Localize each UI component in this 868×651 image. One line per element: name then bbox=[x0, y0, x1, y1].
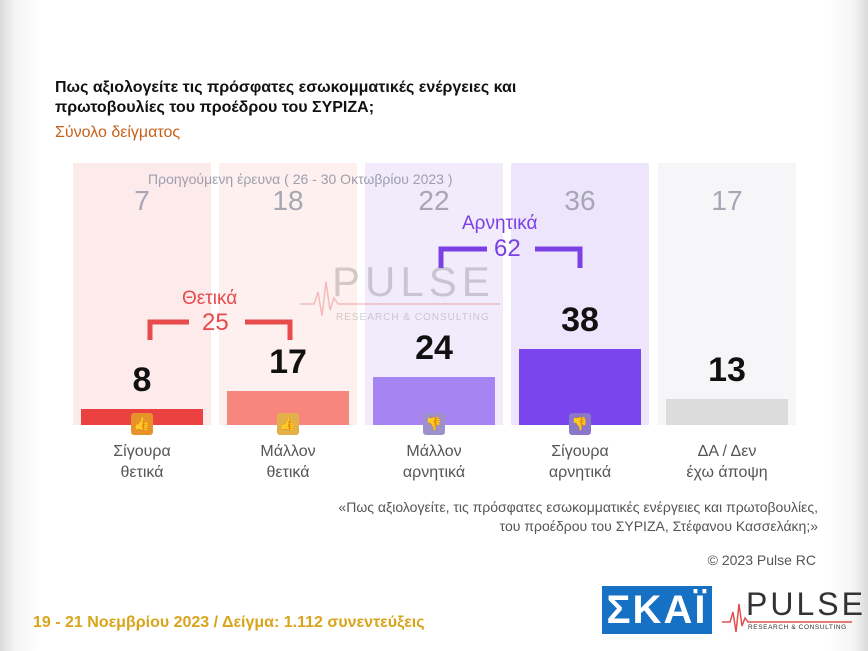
category-label: Σίγουρα αρνητικά bbox=[511, 441, 649, 483]
skai-logo: ΣΚΑΪ bbox=[602, 586, 712, 634]
previous-survey-caption: Προηγούμενη έρευνα ( 26 - 30 Οκτωβρίου 2… bbox=[148, 171, 453, 187]
thumbs-up-double-icon: 👍 bbox=[131, 413, 153, 435]
positive-group-label: Θετικά bbox=[182, 288, 238, 309]
bar-definitely-negative bbox=[519, 349, 641, 425]
thumbs-up-icon: 👍 bbox=[277, 413, 299, 435]
quote-line: «Πως αξιολογείτε, τις πρόσφατες εσωκομμα… bbox=[338, 499, 818, 515]
value-label: 13 bbox=[708, 351, 746, 389]
pulse-wave-icon bbox=[300, 281, 500, 317]
chart-subtitle: Σύνολο δείγματος bbox=[55, 124, 181, 141]
chart-title: Πως αξιολογείτε τις πρόσφατες εσωκομματι… bbox=[55, 79, 517, 116]
positive-group-total: 25 bbox=[202, 309, 229, 336]
column-background bbox=[73, 163, 211, 425]
category-label-line: Σίγουρα bbox=[113, 443, 171, 460]
category-label: Μάλλον θετικά bbox=[219, 441, 357, 483]
category-label: Σίγουρα θετικά bbox=[73, 441, 211, 483]
category-label-line: έχω άποψη bbox=[686, 464, 768, 481]
previous-value: 17 bbox=[711, 185, 743, 216]
pulse-logo-wave-icon bbox=[722, 603, 852, 633]
pulse-logo-word: PULSE bbox=[746, 586, 866, 622]
previous-value: 18 bbox=[272, 185, 304, 216]
category-label-line: θετικά bbox=[266, 464, 310, 481]
category-label-line: Μάλλον bbox=[260, 443, 316, 460]
previous-value: 22 bbox=[418, 185, 450, 216]
column-background bbox=[658, 163, 796, 425]
column-background bbox=[219, 163, 357, 425]
value-label: 8 bbox=[132, 361, 152, 399]
watermark-word: PULSE bbox=[332, 258, 495, 305]
quote-line: του προέδρου του ΣΥΡΙΖΑ, Στέφανου Κασσελ… bbox=[499, 518, 818, 534]
category-label: ΔΑ / Δεν έχω άποψη bbox=[658, 441, 796, 483]
category-label: Μάλλον αρνητικά bbox=[365, 441, 503, 483]
pulse-watermark: PULSE RESEARCH & CONSULTING bbox=[300, 252, 500, 332]
category-label-line: θετικά bbox=[120, 464, 164, 481]
category-label-line: ΔΑ / Δεν bbox=[697, 443, 757, 460]
thumbs-down-icon: 👎 bbox=[423, 413, 445, 435]
category-label-line: Μάλλον bbox=[406, 443, 462, 460]
negative-group-label: Αρνητικά bbox=[462, 213, 538, 234]
pulse-logo: PULSE RESEARCH & CONSULTING bbox=[722, 586, 863, 636]
value-label: 17 bbox=[269, 343, 307, 381]
previous-value: 7 bbox=[134, 185, 150, 216]
category-label-line: αρνητικά bbox=[402, 464, 466, 481]
category-label-line: αρνητικά bbox=[548, 464, 612, 481]
bar-no-answer bbox=[666, 399, 788, 425]
negative-bracket bbox=[438, 246, 583, 268]
pulse-logo-subtitle: RESEARCH & CONSULTING bbox=[748, 624, 847, 631]
value-label: 38 bbox=[561, 301, 599, 339]
copyright: © 2023 Pulse RC bbox=[707, 552, 816, 568]
positive-bracket bbox=[147, 319, 293, 340]
category-label-line: Σίγουρα bbox=[551, 443, 609, 460]
negative-group-total: 62 bbox=[494, 235, 521, 262]
question-quote: «Πως αξιολογείτε, τις πρόσφατες εσωκομμα… bbox=[258, 498, 818, 536]
watermark-subtitle: RESEARCH & CONSULTING bbox=[336, 312, 490, 323]
survey-date-sample: 19 - 21 Νοεμβρίου 2023 / Δείγμα: 1.112 σ… bbox=[33, 614, 425, 631]
value-label: 24 bbox=[415, 329, 453, 367]
thumbs-down-double-icon: 👎 bbox=[569, 413, 591, 435]
previous-value: 36 bbox=[564, 185, 596, 216]
